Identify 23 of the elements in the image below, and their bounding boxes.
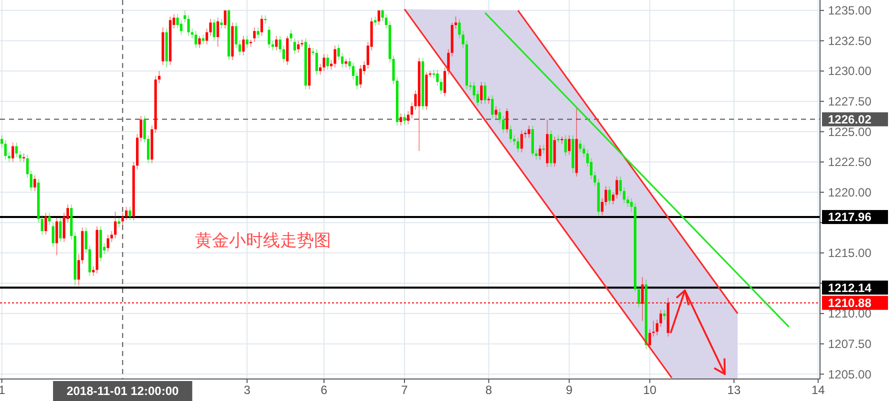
x-tick-label: 6 — [320, 383, 328, 397]
y-tick-label: 1222.50 — [828, 155, 872, 170]
ref-line-label: 1226.02 — [828, 112, 872, 126]
x-tick-label: 9 — [566, 383, 573, 397]
y-tick-label: 1205.00 — [828, 367, 872, 382]
x-tick-label: 14 — [811, 383, 826, 397]
annotation: 黄金小时线走势图 — [195, 231, 331, 251]
y-tick-label: 1235.00 — [828, 4, 872, 18]
x-tick-label: 7 — [401, 383, 408, 397]
y-tick-label: 1220.00 — [828, 185, 872, 200]
y-tick-label: 1225.00 — [828, 124, 872, 139]
x-tick-label: 8 — [485, 383, 492, 397]
y-tick-label: 1232.50 — [828, 34, 872, 48]
y-tick-label: 1227.50 — [828, 94, 872, 109]
y-tick-label: 1207.50 — [828, 337, 872, 352]
x-tick-label: 3 — [244, 383, 251, 397]
x-tick-label: 2018-11-01 12:00:00 — [66, 384, 180, 398]
x-tick-label: 10 — [643, 383, 657, 397]
ref-line-label: 1212.14 — [828, 280, 872, 295]
y-tick-label: 1230.00 — [828, 64, 872, 78]
y-tick-label: 1215.00 — [828, 246, 872, 260]
x-tick-label: 13 — [727, 383, 741, 397]
ref-line-label: 1217.96 — [828, 210, 872, 224]
